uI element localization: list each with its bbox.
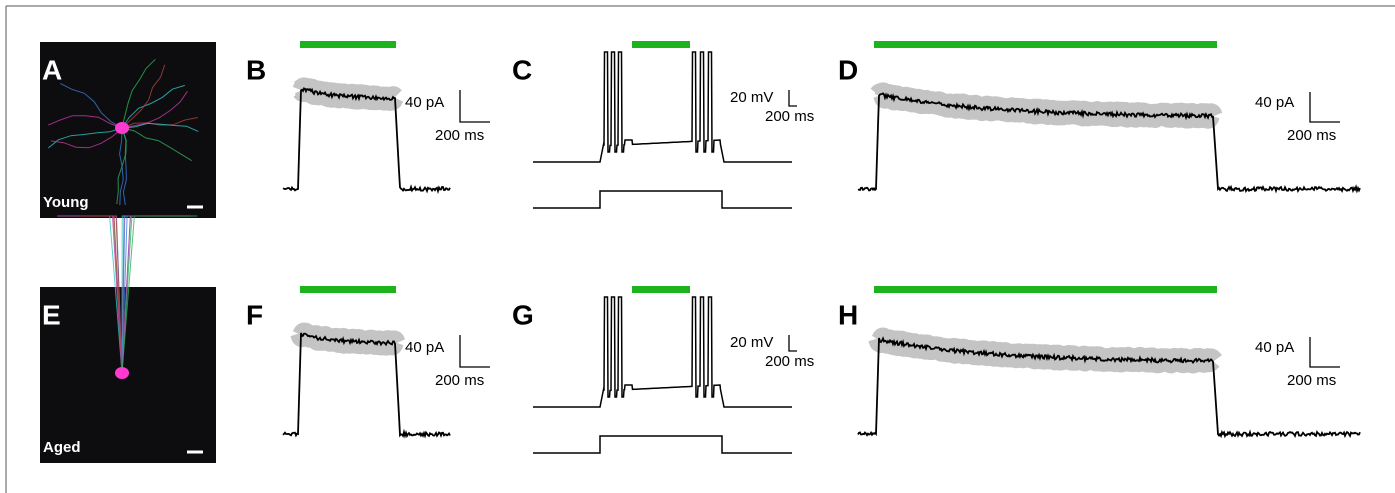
sem-band — [879, 338, 1213, 363]
scale-bar — [460, 90, 490, 122]
panel-letter: B — [246, 54, 266, 85]
scale-label-x: 200 ms — [435, 127, 484, 144]
panel-letter: C — [512, 54, 532, 85]
soma — [115, 367, 129, 379]
scale-label-x: 200 ms — [765, 108, 814, 125]
scale-label-y: 40 pA — [1255, 339, 1294, 356]
scale-label-y: 20 mV — [730, 89, 773, 106]
scale-bar — [789, 335, 797, 351]
panel-letter: F — [246, 299, 263, 330]
current-step — [533, 436, 792, 453]
scale-label-x: 200 ms — [435, 372, 484, 389]
scale-label-y: 20 mV — [730, 334, 773, 351]
voltage-trace — [533, 297, 792, 407]
light-bar — [300, 286, 396, 293]
light-bar — [632, 286, 690, 293]
panel-letter: A — [42, 54, 62, 85]
light-bar — [874, 41, 1217, 48]
light-bar — [300, 41, 396, 48]
panel-letter: H — [838, 299, 858, 330]
panel-letter: E — [42, 299, 61, 330]
scale-label-x: 200 ms — [1287, 372, 1336, 389]
voltage-trace — [533, 52, 792, 162]
image-caption: Young — [43, 194, 89, 211]
scale-label-x: 200 ms — [765, 353, 814, 370]
current-step — [533, 191, 792, 208]
figure: A Young B 40 pA 200 ms C 20 mV 200 ms D 40 pA 200 … — [0, 0, 1395, 493]
light-bar — [632, 41, 690, 48]
scale-bar — [789, 90, 797, 106]
scale-bar — [1310, 92, 1340, 122]
scale-label-y: 40 pA — [1255, 94, 1294, 111]
scale-label-y: 40 pA — [405, 94, 444, 111]
scale-bar — [460, 335, 490, 367]
panel-letter: D — [838, 54, 858, 85]
scale-label-y: 40 pA — [405, 339, 444, 356]
soma — [115, 122, 129, 134]
panel-letter: G — [512, 299, 534, 330]
image-caption: Aged — [43, 439, 81, 456]
light-bar — [874, 286, 1217, 293]
scale-label-x: 200 ms — [1287, 127, 1336, 144]
scale-bar — [1310, 337, 1340, 367]
